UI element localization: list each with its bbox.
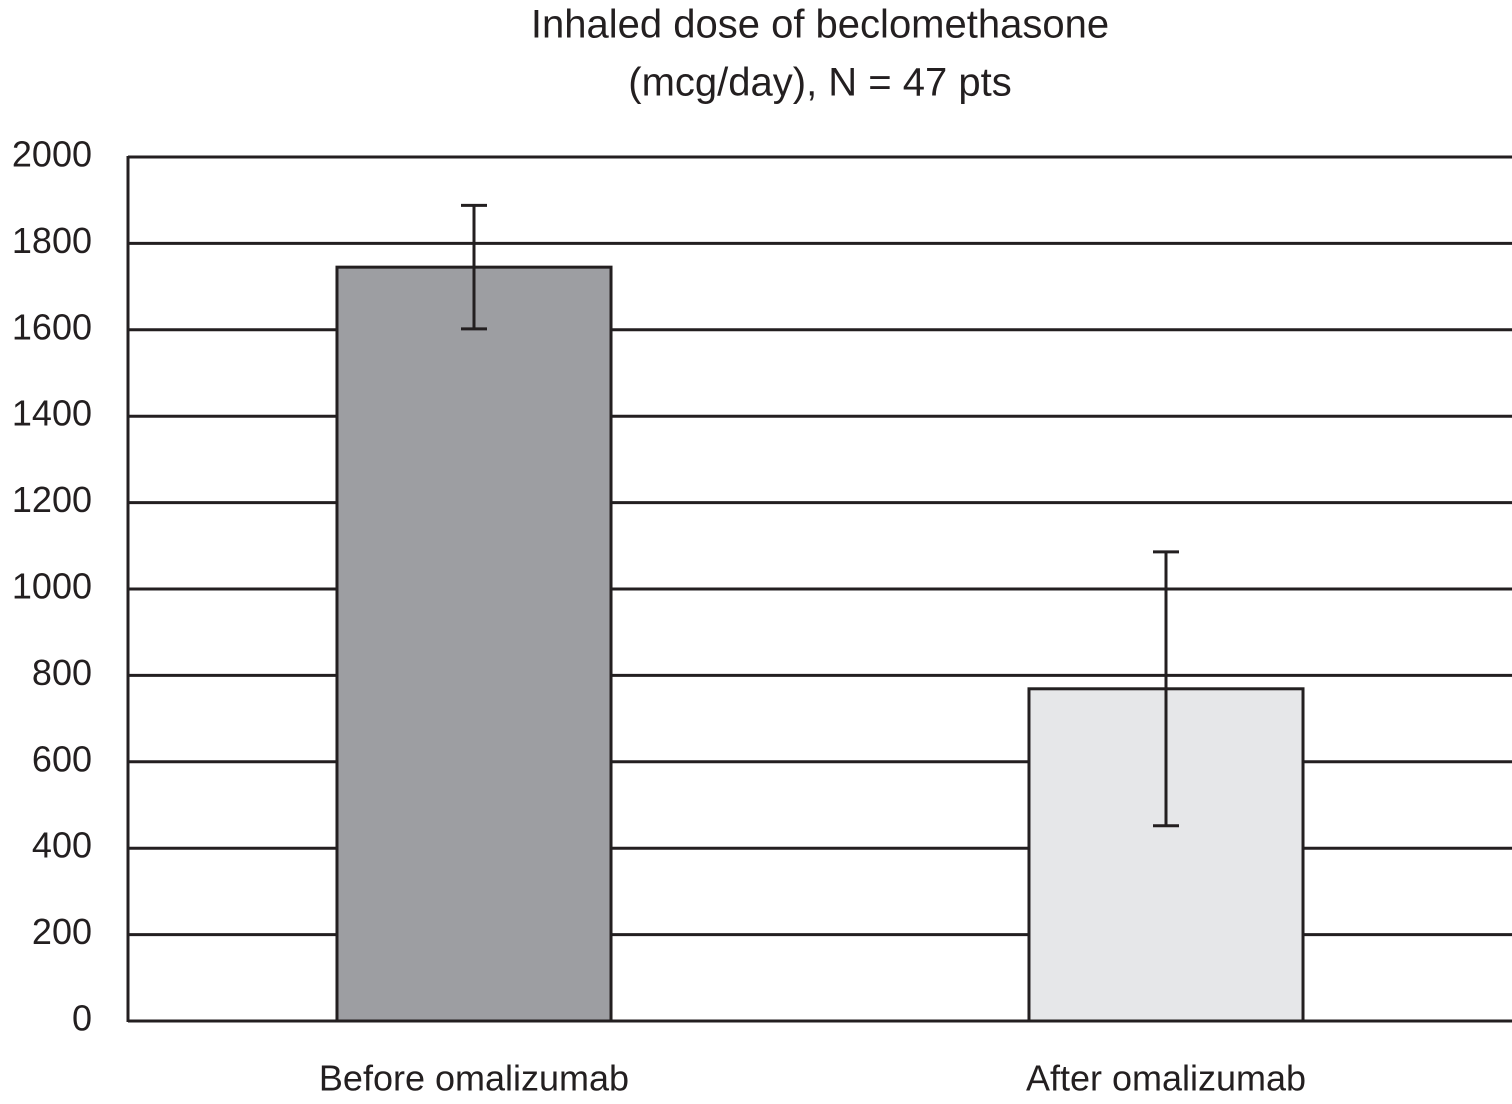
y-tick-label: 0 <box>72 998 92 1039</box>
y-tick-label: 1800 <box>12 220 92 261</box>
y-tick-label: 2000 <box>12 134 92 175</box>
x-tick-label: Before omalizumab <box>319 1058 629 1099</box>
x-tick-label: After omalizumab <box>1026 1058 1306 1099</box>
y-tick-label: 400 <box>32 825 92 866</box>
y-tick-label: 1400 <box>12 393 92 434</box>
chart-title: Inhaled dose of beclomethasone <box>531 3 1109 47</box>
y-tick-label: 1600 <box>12 306 92 347</box>
y-tick-label: 200 <box>32 911 92 952</box>
bar <box>335 265 613 1023</box>
y-tick-label: 1200 <box>12 479 92 520</box>
y-tick-label: 600 <box>32 738 92 779</box>
chart-title: (mcg/day), N = 47 pts <box>628 61 1011 105</box>
y-tick-label: 1000 <box>12 566 92 607</box>
y-tick-label: 800 <box>32 652 92 693</box>
